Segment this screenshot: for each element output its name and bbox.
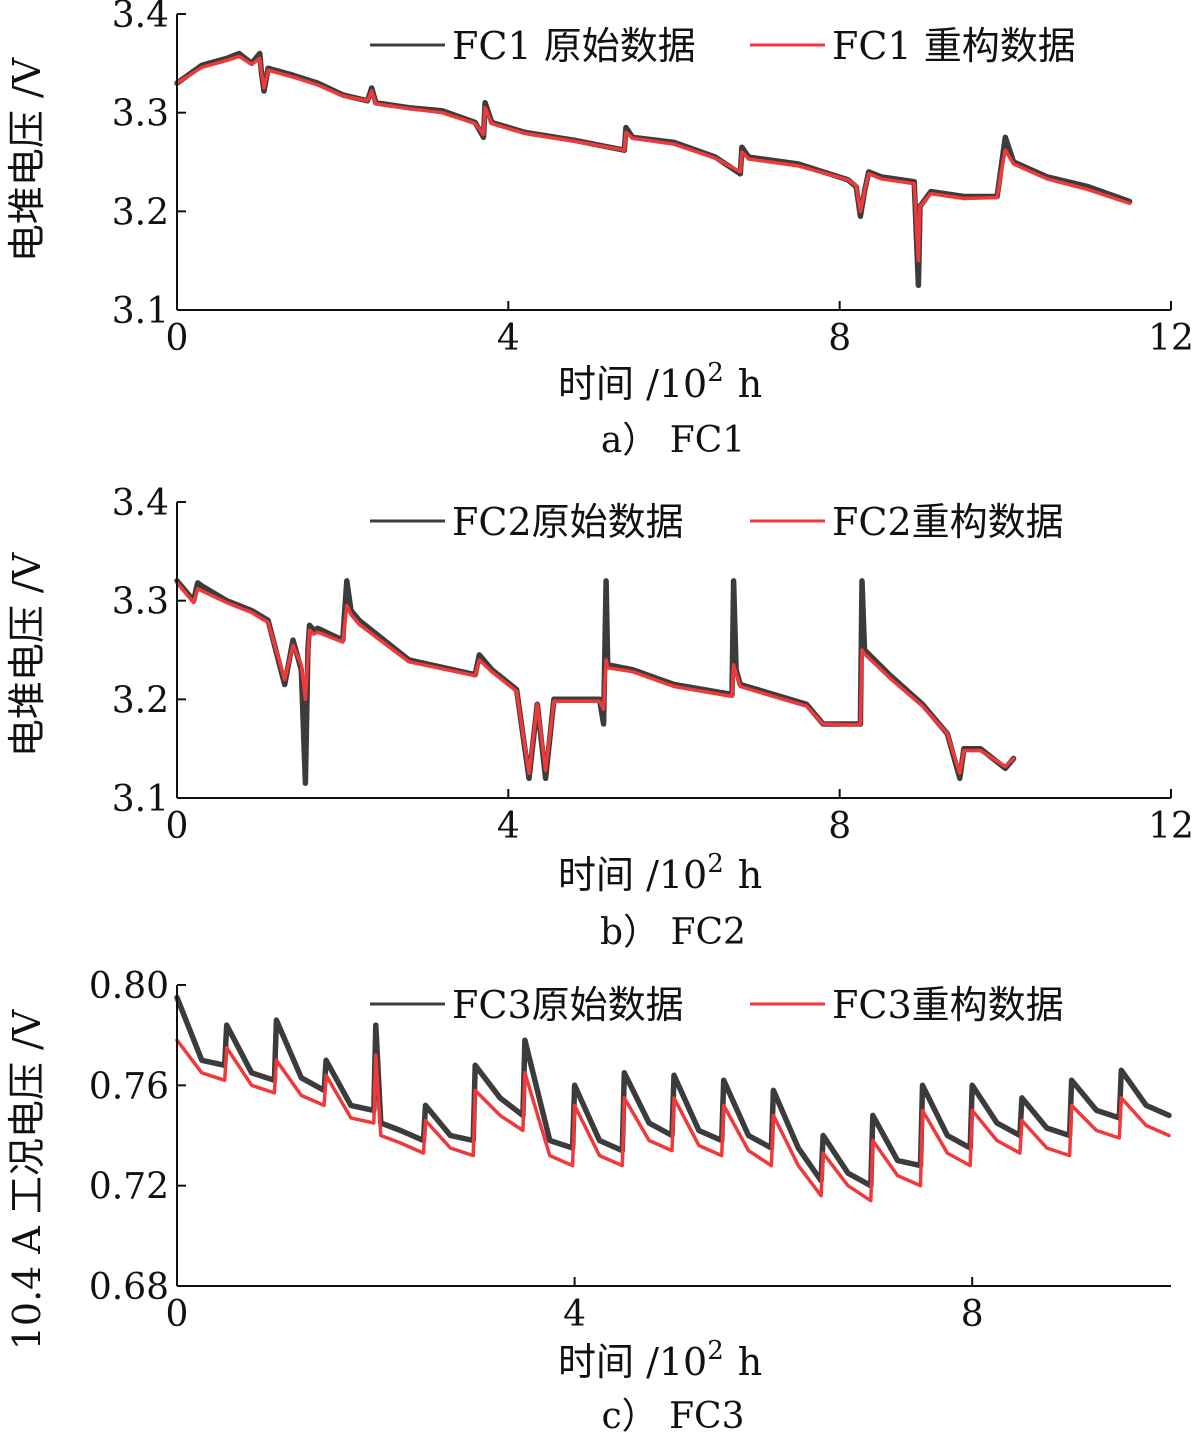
y-tick-label: 3.1: [112, 779, 169, 820]
y-axis-label: 电堆电压 /V: [5, 57, 49, 262]
chart-panel-b: 电堆电压 /V 3.1 3.2 3.3 3.4 0 4 8 12 FC2原始数据 FC2重构数…: [5, 483, 1194, 953]
x-axis-label: 时间 /102 h: [558, 1336, 762, 1384]
x-tick-label: 8: [828, 318, 851, 359]
y-tick-label: 3.2: [112, 680, 169, 721]
y-tick-label: 0.76: [89, 1066, 169, 1107]
y-tick-label: 0.72: [89, 1167, 169, 1208]
y-tick-label: 0.68: [89, 1267, 169, 1308]
y-tick-label: 3.4: [112, 483, 169, 524]
series-line-raw: [174, 50, 1133, 289]
x-axis-label: 时间 /102 h: [558, 849, 762, 897]
x-tick-label: 8: [828, 806, 851, 847]
y-tick-label: 3.2: [112, 192, 169, 233]
y-tick-label: 3.1: [112, 291, 169, 332]
y-axis-label: 电堆电压 /V: [5, 552, 49, 757]
panel-caption: b） FC2: [600, 912, 746, 953]
legend: FC3原始数据 FC3重构数据: [370, 983, 1064, 1027]
panel-caption: a） FC1: [601, 420, 745, 461]
x-tick-label: 4: [497, 318, 520, 359]
legend-raw-label: FC3原始数据: [452, 983, 684, 1027]
plot-area: [174, 578, 1017, 786]
x-tick-label: 4: [497, 806, 520, 847]
y-tick-label: 3.3: [112, 582, 169, 623]
chart-panel-c: 10.4 A 工况电压 /V 0.68 0.72 0.76 0.80 0 4 8 FC3原始…: [5, 966, 1172, 1437]
x-tick-label: 8: [961, 1294, 984, 1335]
legend-reconstructed-label: FC1 重构数据: [832, 24, 1076, 68]
x-tick-label: 0: [166, 1294, 189, 1335]
y-tick-label: 0.80: [89, 966, 169, 1007]
plot-area: [174, 994, 1172, 1203]
x-tick-label: 0: [166, 806, 189, 847]
chart-panel-a: 电堆电压 /V 3.1 3.2 3.3 3.4 0 4 8 12 FC1 原始数据 FC1 重…: [5, 0, 1194, 461]
legend: FC1 原始数据 FC1 重构数据: [370, 24, 1076, 68]
legend: FC2原始数据 FC2重构数据: [370, 500, 1064, 544]
series-line-reconstructed: [175, 54, 1132, 263]
legend-raw-label: FC1 原始数据: [452, 24, 696, 68]
x-tick-label: 12: [1148, 806, 1194, 847]
series-line-reconstructed: [175, 1038, 1171, 1203]
y-axis-label: 10.4 A 工况电压 /V: [5, 1009, 49, 1350]
series-line-reconstructed: [175, 581, 1016, 776]
plot-area: [174, 50, 1133, 289]
y-tick-label: 3.3: [112, 94, 169, 135]
legend-reconstructed-label: FC3重构数据: [832, 983, 1064, 1027]
tick-label-group: 3.1 3.2 3.3 3.4 0 4 8 12: [112, 483, 1194, 847]
panel-caption: c） FC3: [601, 1396, 744, 1437]
x-tick-label: 12: [1148, 318, 1194, 359]
x-axis-label: 时间 /102 h: [558, 358, 762, 406]
x-tick-label: 0: [166, 318, 189, 359]
tick-label-group: 0.68 0.72 0.76 0.80 0 4 8: [89, 966, 984, 1335]
tick-label-group: 3.1 3.2 3.3 3.4 0 4 8 12: [112, 0, 1194, 359]
x-tick-label: 4: [563, 1294, 586, 1335]
legend-reconstructed-label: FC2重构数据: [832, 500, 1064, 544]
y-tick-label: 3.4: [112, 0, 169, 36]
legend-raw-label: FC2原始数据: [452, 500, 684, 544]
